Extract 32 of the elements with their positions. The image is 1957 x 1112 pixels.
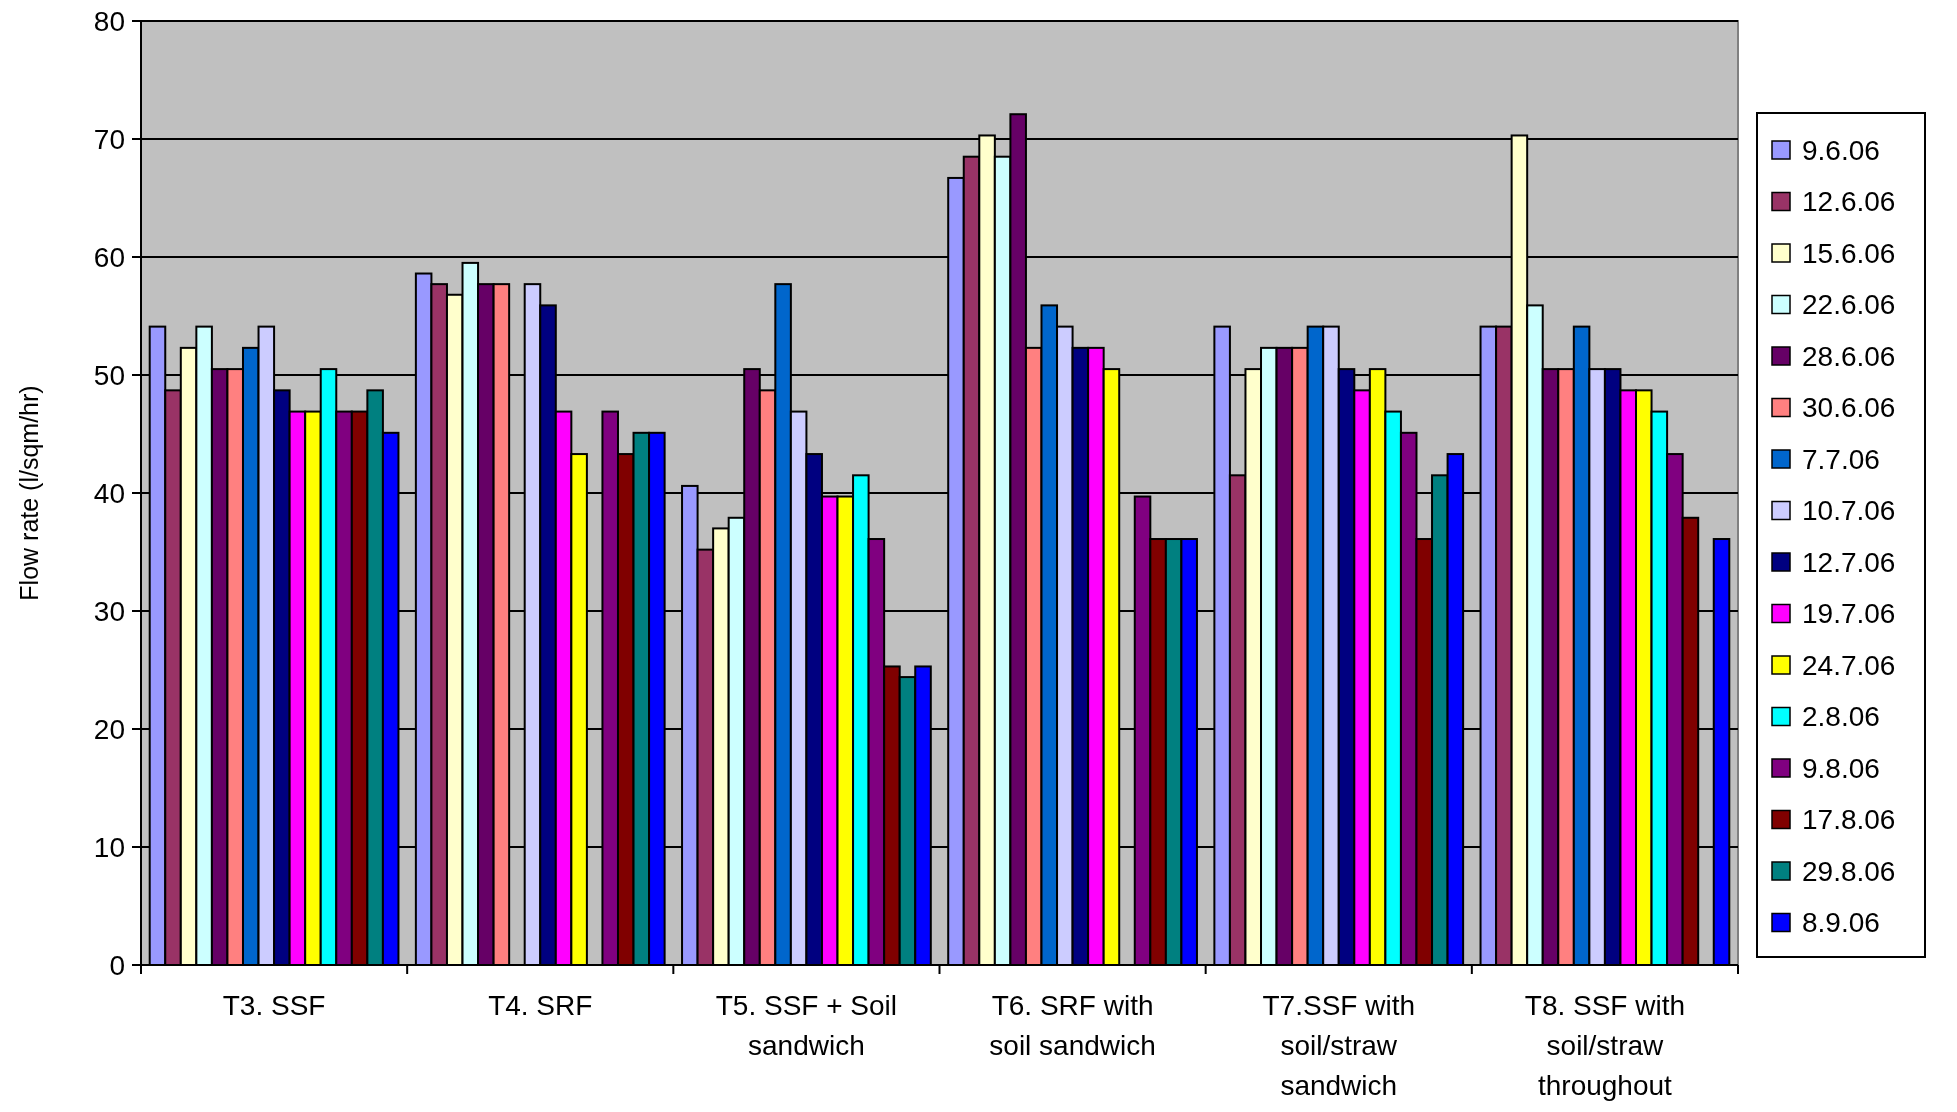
x-tick-label: T6. SRF with soil sandwich xyxy=(989,990,1156,1061)
y-tick-label: 40 xyxy=(93,477,125,509)
y-tick-label: 30 xyxy=(93,595,125,627)
legend-label: 28.6.06 xyxy=(1802,340,1896,372)
legend-label: 29.8.06 xyxy=(1802,855,1896,887)
x-tick-label: T8. SSF with soil/straw throughout xyxy=(1524,990,1686,1101)
y-tick-label: 80 xyxy=(93,5,125,37)
y-axis-title: Flow rate (l/sqm/hr) xyxy=(15,385,43,601)
legend-label: 22.6.06 xyxy=(1802,289,1896,321)
legend-label: 2.8.06 xyxy=(1802,701,1880,733)
legend-label: 9.8.06 xyxy=(1802,752,1880,784)
legend-label: 19.7.06 xyxy=(1802,598,1896,630)
y-tick-label: 70 xyxy=(93,123,125,155)
legend-label: 30.6.06 xyxy=(1802,392,1896,424)
x-tick-label: T3. SSF xyxy=(222,990,326,1021)
legend-label: 7.7.06 xyxy=(1802,443,1880,475)
y-tick-label: 50 xyxy=(93,359,125,391)
y-tick-label: 20 xyxy=(93,713,125,745)
legend-label: 9.6.06 xyxy=(1802,134,1880,166)
legend-label: 24.7.06 xyxy=(1802,649,1896,681)
legend-label: 17.8.06 xyxy=(1802,804,1896,836)
x-tick-label: T5. SSF + Soil sandwich xyxy=(715,990,898,1061)
y-tick-label: 0 xyxy=(109,949,125,981)
legend-label: 15.6.06 xyxy=(1802,237,1896,269)
legend-label: 12.6.06 xyxy=(1802,186,1896,218)
x-tick-label: T4. SRF xyxy=(488,990,593,1021)
legend-label: 10.7.06 xyxy=(1802,495,1896,527)
legend-label: 12.7.06 xyxy=(1802,546,1896,578)
x-tick-label: T7.SSF with soil/straw sandwich xyxy=(1262,990,1415,1101)
legend-label: 8.9.06 xyxy=(1802,907,1880,939)
y-tick-label: 60 xyxy=(93,241,125,273)
y-tick-label: 10 xyxy=(93,831,125,863)
